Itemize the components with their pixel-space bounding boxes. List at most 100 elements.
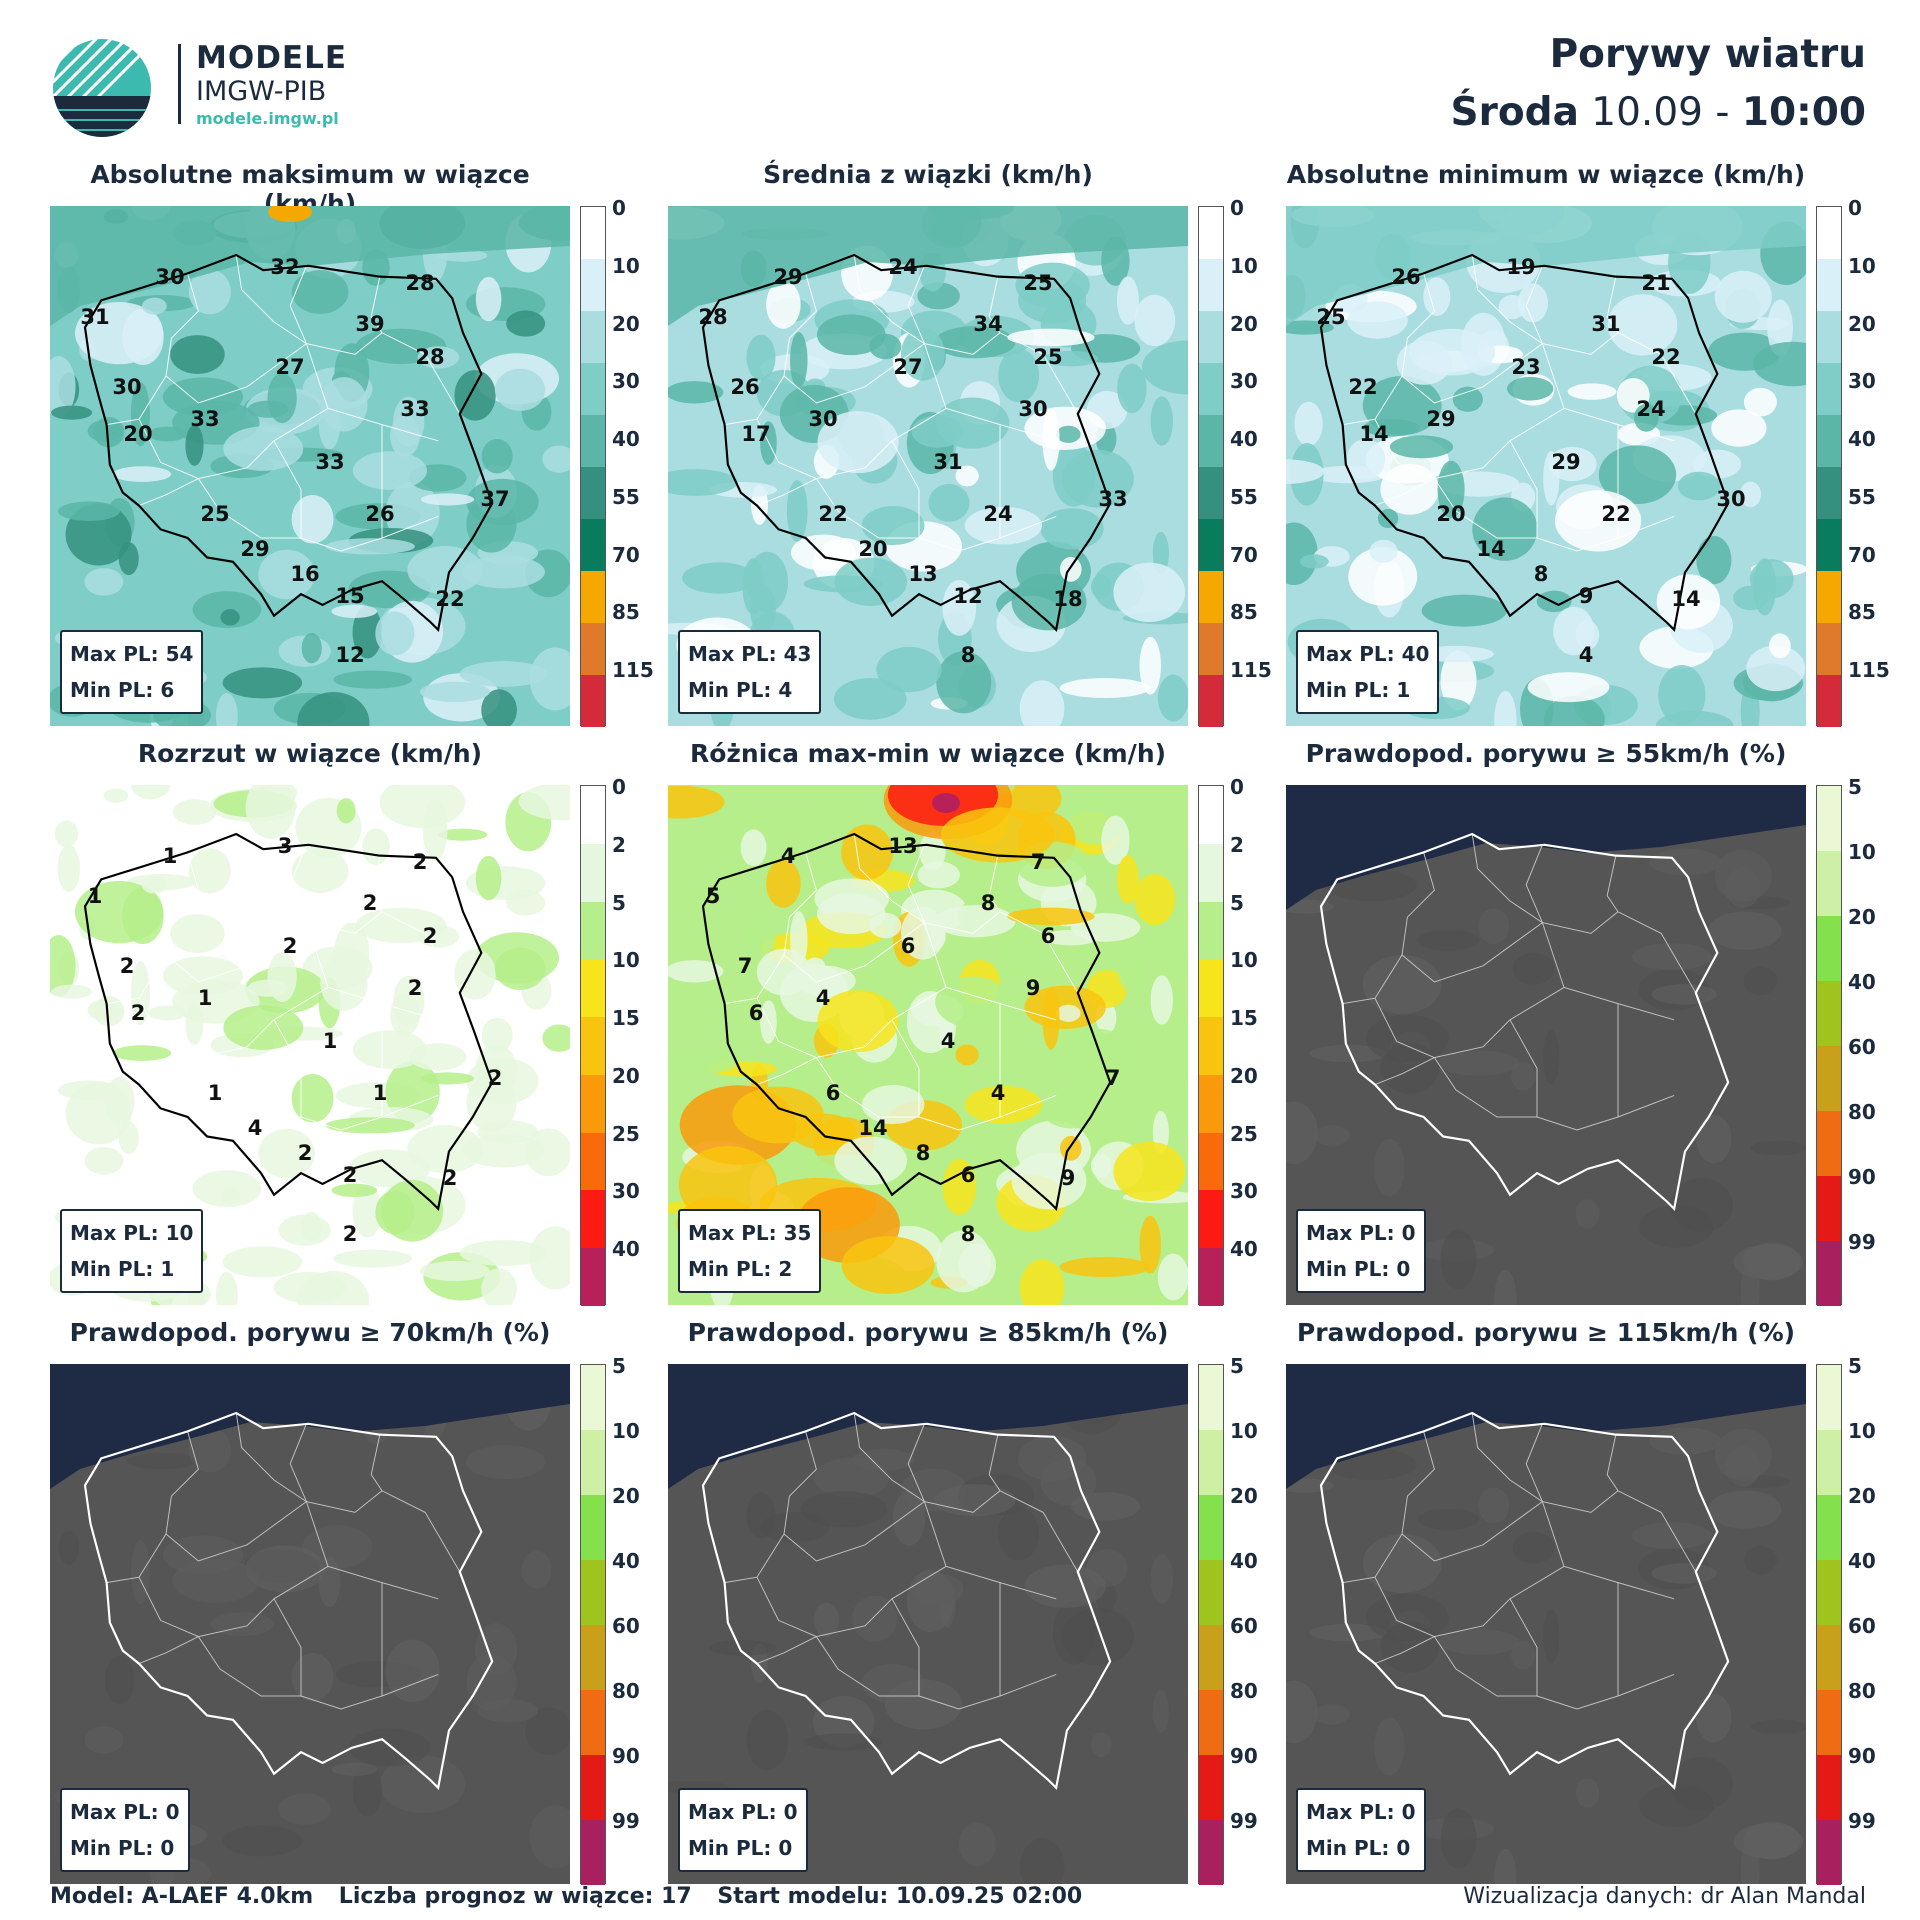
colorbar-tick: 40 [1230, 427, 1258, 452]
colorbar-labels: 5 10 20 40 60 80 90 99 [612, 1354, 672, 1884]
value-label: 4 [1579, 643, 1594, 667]
colorbar-tick: 85 [1848, 600, 1876, 625]
colorbar-segment [1199, 1190, 1223, 1249]
colorbar-tick: 5 [1848, 775, 1862, 799]
colorbar-tick: 40 [1848, 970, 1876, 994]
colorbar-tick: 20 [1848, 905, 1876, 929]
colorbar-segment [581, 1365, 605, 1430]
value-label: 8 [981, 891, 996, 915]
colorbar-segment [1817, 1365, 1841, 1430]
colorbar-labels: 0 10 20 30 40 55 70 85 115 [612, 196, 672, 726]
value-label: 24 [888, 255, 917, 279]
panel-title: Prawdopod. porywu ≥ 115km/h (%) [1296, 1318, 1796, 1347]
brand-url-link[interactable]: modele.imgw.pl [196, 109, 339, 128]
value-label: 28 [698, 305, 727, 329]
brand-separator [178, 44, 181, 124]
value-label: 1 [323, 1029, 338, 1053]
value-label: 30 [808, 407, 837, 431]
value-label: 26 [365, 502, 394, 526]
colorbar-tick: 70 [1230, 542, 1258, 567]
colorbar-tick: 5 [612, 890, 626, 915]
value-label: 30 [1716, 487, 1745, 511]
value-label: 1 [88, 884, 103, 908]
footer-start: Start modelu: 10.09.25 02:00 [717, 1884, 1083, 1909]
max-value: Max PL: 35 [688, 1221, 812, 1245]
colorbar-tick: 20 [1848, 311, 1876, 336]
value-label: 14 [1476, 537, 1505, 561]
value-label: 30 [155, 265, 184, 289]
colorbar-tick: 20 [612, 311, 640, 336]
value-label: 6 [1041, 924, 1056, 948]
map-diff-5: 4 13 7 5 8 6 6 7 4 9 6 4 7 6 4 14 8 6 9 8 Max PL: 35 Min PL: … [668, 785, 1188, 1305]
value-label: 6 [826, 1081, 841, 1105]
colorbar-segment [1817, 1625, 1841, 1690]
max-value: Max PL: 0 [1306, 1221, 1416, 1245]
colorbar-labels: 0 2 5 10 15 20 25 30 40 [1230, 775, 1290, 1305]
colorbar-segment [1817, 981, 1841, 1046]
colorbar-tick: 60 [1848, 1035, 1876, 1059]
value-label: 12 [953, 584, 982, 608]
colorbar-tick: 0 [612, 775, 626, 799]
value-label: 29 [1551, 450, 1580, 474]
colorbar-segment [1817, 786, 1841, 851]
colorbar-labels: 5 10 20 40 60 80 90 99 [1848, 1354, 1908, 1884]
value-label: 19 [1506, 255, 1535, 279]
colorbar-segment [1817, 1430, 1841, 1495]
colorbar-tick: 55 [1230, 484, 1258, 509]
max-value: Max PL: 54 [70, 642, 194, 666]
colorbar-tick: 2 [1230, 832, 1244, 857]
colorbar-segment [1817, 467, 1841, 519]
value-label: 8 [1534, 562, 1549, 586]
map-prob-9: Max PL: 0 Min PL: 0 [1286, 1364, 1806, 1884]
colorbar-tick: 99 [1848, 1230, 1876, 1254]
value-label: 4 [248, 1116, 263, 1140]
colorbar-segment [1817, 1046, 1841, 1111]
colorbar-labels: 0 10 20 30 40 55 70 85 115 [1848, 196, 1908, 726]
colorbar-segment [1199, 207, 1223, 259]
colorbar-segment [1199, 1625, 1223, 1690]
colorbar [580, 206, 606, 727]
colorbar-tick: 60 [1848, 1614, 1876, 1638]
panel-title: Średnia z wiązki (km/h) [763, 160, 1093, 189]
colorbar-tick: 40 [612, 1237, 640, 1262]
colorbar-tick: 70 [1848, 542, 1876, 567]
value-label: 13 [908, 562, 937, 586]
colorbar-segment [1199, 1495, 1223, 1560]
colorbar-segment [1817, 1690, 1841, 1755]
value-label: 4 [816, 986, 831, 1010]
value-label: 6 [749, 1001, 764, 1025]
colorbar [580, 785, 606, 1306]
colorbar-segment [1817, 207, 1841, 259]
colorbar-tick: 20 [1230, 1063, 1258, 1088]
value-label: 22 [1651, 345, 1680, 369]
colorbar-segment [581, 467, 605, 519]
colorbar-tick: 80 [1230, 1679, 1258, 1703]
value-label: 39 [355, 312, 384, 336]
colorbar-segment [581, 259, 605, 311]
colorbar-tick: 10 [1230, 253, 1258, 278]
value-label: 6 [961, 1163, 976, 1187]
colorbar-segment [1199, 1430, 1223, 1495]
value-label: 28 [415, 345, 444, 369]
brand-title: MODELE [196, 40, 348, 76]
map-gust-1: 30 32 28 31 39 27 28 30 33 33 20 33 37 25 26 29 16 15 22 12… [50, 206, 570, 726]
colorbar-segment [581, 363, 605, 415]
colorbar-tick: 20 [612, 1484, 640, 1508]
colorbar-tick: 99 [612, 1809, 640, 1833]
colorbar-tick: 99 [1230, 1809, 1258, 1833]
colorbar-tick: 10 [1230, 948, 1258, 973]
value-label: 2 [283, 934, 298, 958]
colorbar-segment [1199, 623, 1223, 675]
min-value: Min PL: 0 [1306, 1836, 1411, 1860]
colorbar-tick: 10 [1848, 840, 1876, 864]
forecast-date-value: 10.09 [1591, 90, 1703, 135]
value-label: 26 [730, 375, 759, 399]
colorbar-segment [1817, 1495, 1841, 1560]
colorbar-segment [1199, 901, 1223, 960]
colorbar-segment [581, 1190, 605, 1249]
colorbar-tick: 80 [1848, 1679, 1876, 1703]
colorbar-segment [581, 1017, 605, 1075]
panel-title: Absolutne maksimum w wiązce (km/h) [90, 160, 530, 218]
colorbar-tick: 55 [612, 484, 640, 509]
footer-credit: Wizualizacja danych: dr Alan Mandal [1463, 1884, 1866, 1909]
